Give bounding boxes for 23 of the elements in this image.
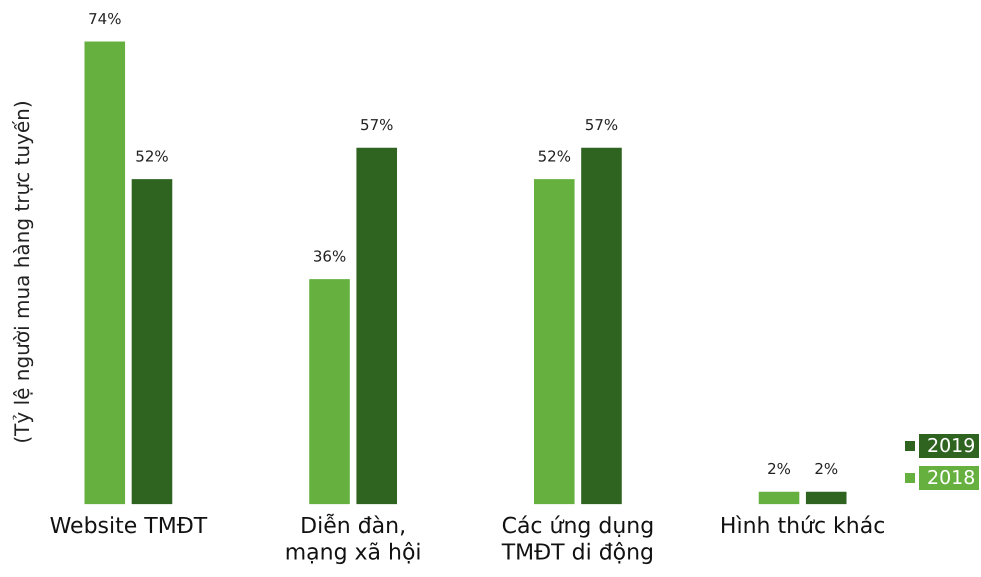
bar bbox=[806, 492, 847, 504]
bar bbox=[309, 279, 350, 504]
legend-label: 2018 bbox=[919, 466, 979, 490]
data-label: 36% bbox=[312, 248, 346, 266]
data-label: 2% bbox=[814, 460, 838, 478]
bar bbox=[356, 148, 398, 504]
data-label: 57% bbox=[584, 116, 618, 134]
data-label: 2% bbox=[767, 460, 791, 478]
x-tick-label: Website TMĐT bbox=[50, 514, 208, 540]
legend-label: 2019 bbox=[919, 434, 979, 458]
x-tick-label: Diễn đàn, mạng xã hội bbox=[284, 513, 422, 566]
bar bbox=[132, 179, 172, 504]
x-tick-label: Các ứng dụng TMĐT di động bbox=[500, 514, 654, 566]
data-label: 52% bbox=[135, 147, 169, 166]
data-label: 52% bbox=[538, 147, 571, 166]
y-axis-title: (Tỷ lệ người mua hàng trực tuyến) bbox=[10, 100, 34, 444]
data-label: 57% bbox=[360, 116, 394, 134]
data-label: 74% bbox=[88, 10, 122, 28]
bar bbox=[581, 148, 622, 504]
bar bbox=[84, 42, 126, 504]
bar bbox=[534, 179, 575, 504]
bar bbox=[758, 492, 800, 504]
x-tick-label: Hình thức khác bbox=[720, 514, 886, 540]
